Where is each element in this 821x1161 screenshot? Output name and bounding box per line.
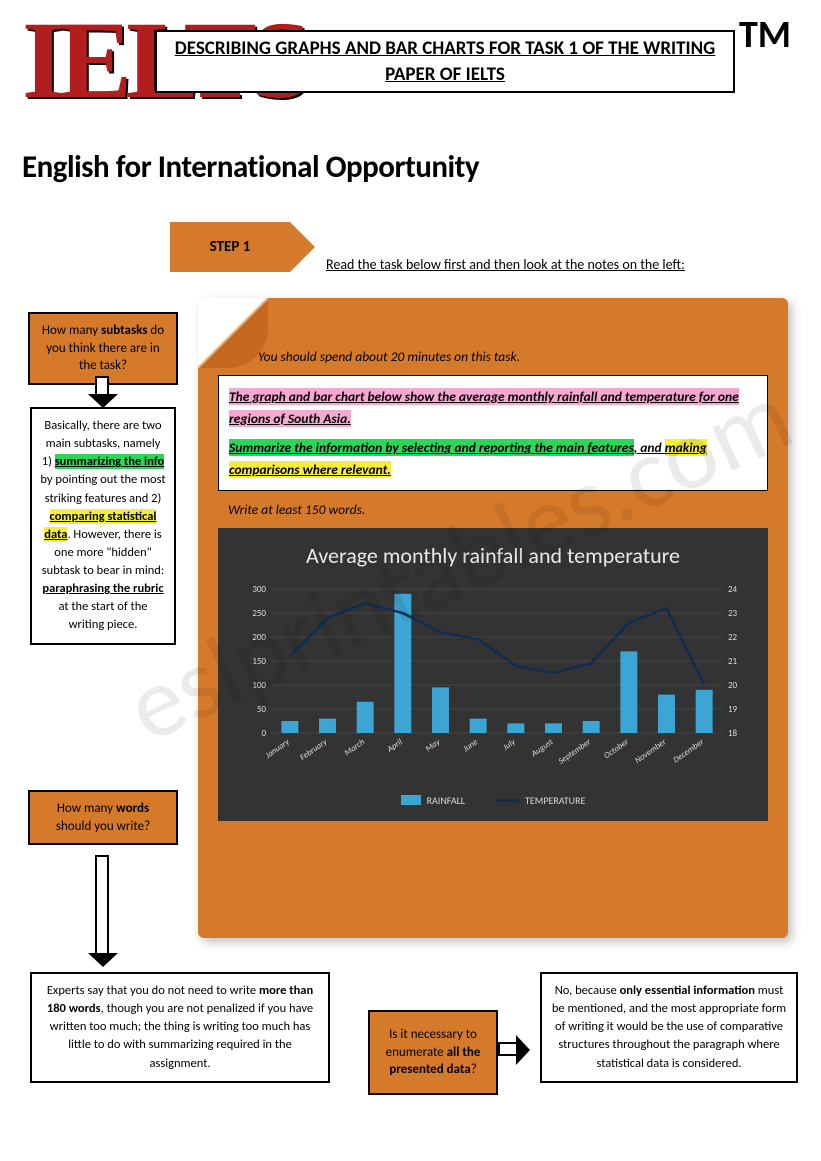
svg-text:February: February: [298, 737, 329, 763]
arrow-right-1: [498, 1042, 518, 1056]
legend: RAINFALL TEMPERATURE: [232, 794, 754, 807]
subtitle: English for International Opportunity: [22, 148, 479, 186]
write-text: Write at least 150 words.: [228, 501, 768, 518]
svg-text:50: 50: [257, 704, 267, 715]
svg-text:December: December: [672, 737, 706, 765]
svg-text:May: May: [424, 737, 443, 754]
spend-text: You should spend about 20 minutes on thi…: [258, 348, 768, 365]
info-box-3: No, because only essential information m…: [540, 972, 798, 1083]
svg-text:21: 21: [728, 656, 738, 667]
scroll-panel: You should spend about 20 minutes on thi…: [198, 298, 788, 938]
svg-text:200: 200: [252, 632, 266, 643]
svg-text:0: 0: [261, 728, 266, 739]
page-title: DESCRIBING GRAPHS AND BAR CHARTS FOR TAS…: [167, 36, 723, 87]
legend-rainfall: RAINFALL: [401, 794, 465, 807]
question-box-3: Is it necessary to enumerate all the pre…: [368, 1010, 498, 1095]
trademark: TM: [739, 12, 791, 58]
chart-svg: 0 50 100 150 200 250 300 18 19 20 21 22 23 24 JanuaryF…: [232, 583, 754, 783]
svg-text:20: 20: [728, 680, 738, 691]
svg-text:18: 18: [728, 728, 738, 739]
info-box-1: Basically, there are two main subtasks, …: [30, 407, 176, 645]
question-box-2: How many words should you write?: [28, 790, 178, 845]
svg-text:23: 23: [728, 608, 738, 619]
question-box-1: How many subtasks do you think there are…: [28, 312, 178, 385]
svg-text:November: November: [633, 737, 668, 766]
svg-text:19: 19: [728, 704, 738, 715]
instruction-text: Read the task below first and then look …: [326, 256, 685, 273]
svg-text:300: 300: [252, 584, 266, 595]
svg-text:April: April: [385, 737, 405, 755]
svg-text:July: July: [500, 737, 517, 753]
svg-text:24: 24: [728, 584, 738, 595]
chart-title: Average monthly rainfall and temperature: [232, 542, 754, 571]
svg-text:October: October: [602, 737, 630, 761]
chart: Average monthly rainfall and temperature…: [218, 528, 768, 821]
legend-temperature: TEMPERATURE: [495, 794, 585, 807]
svg-text:March: March: [343, 737, 367, 758]
svg-text:250: 250: [252, 608, 266, 619]
svg-text:August: August: [529, 737, 555, 760]
info-box-2: Experts say that you do not need to writ…: [30, 972, 330, 1083]
svg-text:22: 22: [728, 632, 738, 643]
step-label: STEP 1: [210, 238, 251, 256]
svg-text:September: September: [557, 737, 593, 767]
arrow-down-1: [95, 376, 109, 396]
arrow-down-2: [95, 855, 109, 955]
svg-text:150: 150: [252, 656, 266, 667]
svg-text:June: June: [461, 737, 480, 755]
step-arrow: STEP 1: [170, 222, 290, 272]
rubric-box: The graph and bar chart below show the a…: [218, 375, 768, 491]
title-box: DESCRIBING GRAPHS AND BAR CHARTS FOR TAS…: [155, 30, 735, 93]
svg-text:100: 100: [252, 680, 266, 691]
svg-text:January: January: [263, 737, 292, 761]
